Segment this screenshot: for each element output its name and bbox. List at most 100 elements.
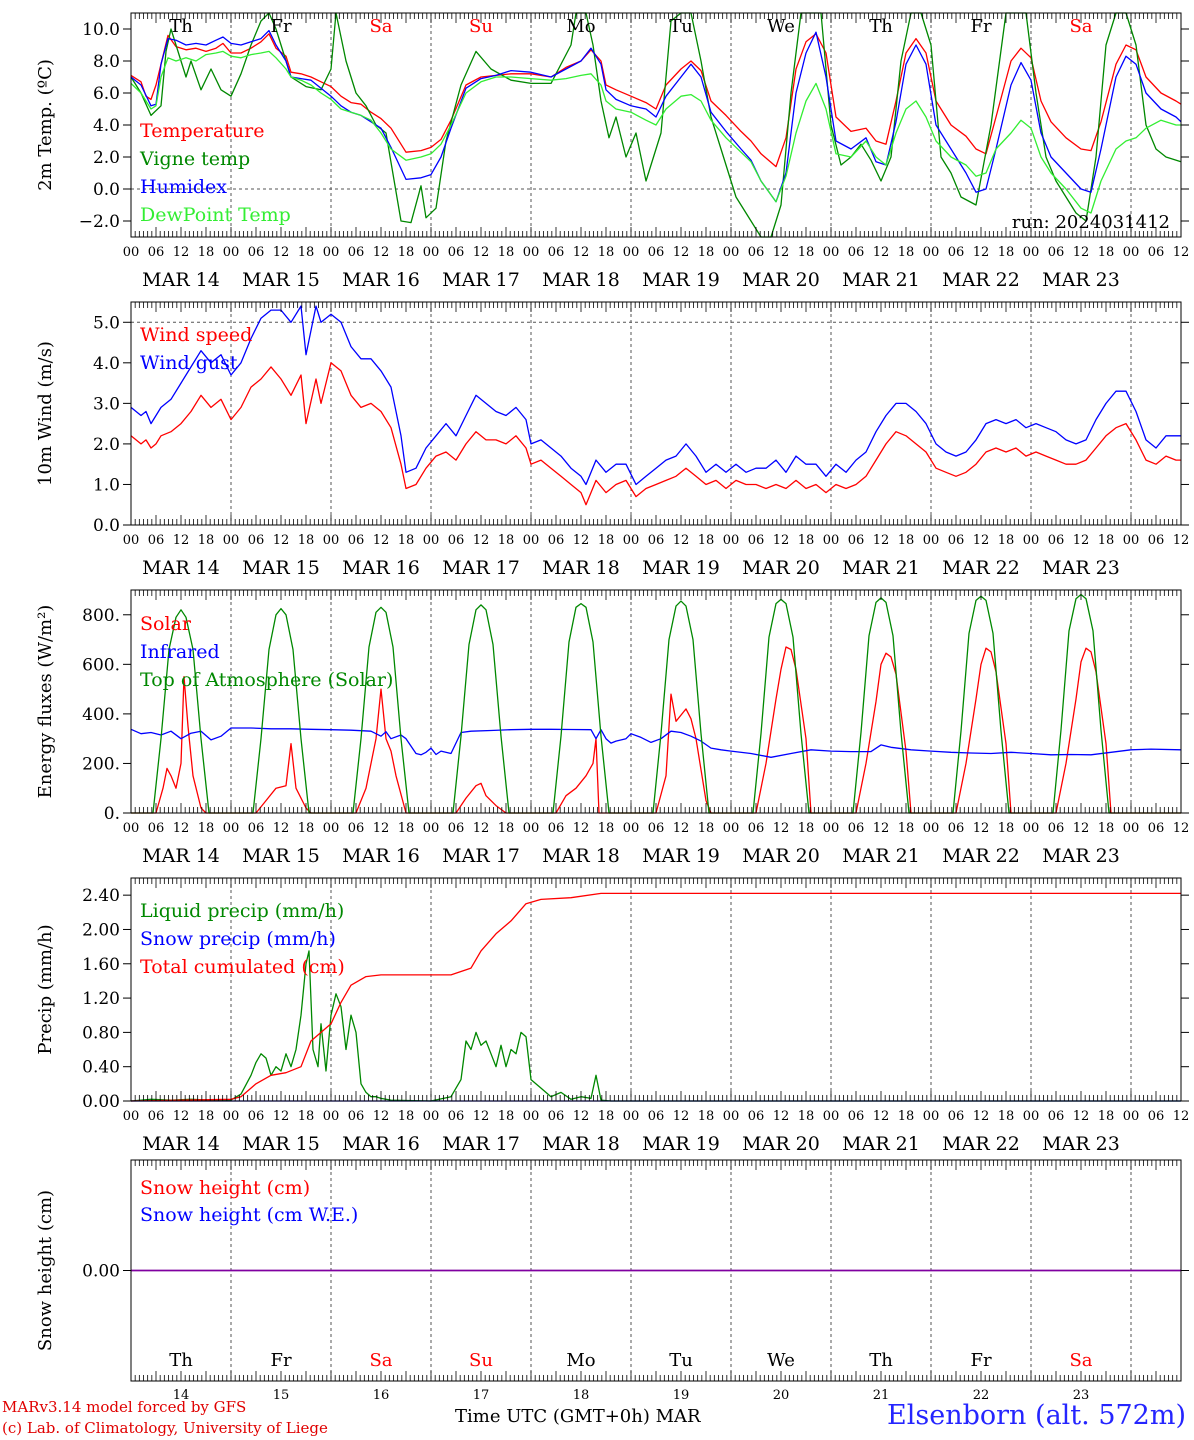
day-number-label: 15	[273, 1388, 290, 1403]
x-hour-label: 18	[698, 533, 715, 548]
x-hour-label: 18	[498, 1109, 515, 1124]
x-day-label: MAR 22	[942, 1133, 1020, 1155]
y-axis-label: Precip (mm/h)	[35, 924, 56, 1054]
x-hour-label: 12	[773, 821, 790, 836]
x-hour-label: 12	[873, 245, 890, 260]
x-hour-label: 00	[223, 245, 240, 260]
x-hour-label: 12	[173, 1109, 190, 1124]
weekday-label: Th	[169, 16, 193, 37]
x-hour-label: 12	[373, 1109, 390, 1124]
x-hour-label: 06	[1048, 821, 1065, 836]
x-hour-label: 06	[948, 821, 965, 836]
x-hour-label: 12	[773, 533, 790, 548]
x-hour-label: 18	[198, 245, 215, 260]
weekday-label: We	[767, 1350, 795, 1371]
y-tick-label: 200.	[82, 754, 120, 774]
x-hour-label: 06	[748, 1109, 765, 1124]
x-hour-label: 12	[973, 533, 990, 548]
x-hour-label: 06	[848, 245, 865, 260]
x-hour-label: 00	[523, 1109, 540, 1124]
x-hour-label: 12	[1073, 245, 1090, 260]
x-hour-label: 00	[223, 533, 240, 548]
x-day-label: MAR 23	[1042, 269, 1120, 291]
series-line	[131, 593, 1181, 814]
weekday-label: We	[767, 16, 795, 37]
x-hour-label: 12	[973, 821, 990, 836]
x-hour-label: 00	[223, 821, 240, 836]
x-hour-label: 12	[1173, 245, 1190, 260]
x-hour-label: 18	[298, 1109, 315, 1124]
y-tick-label: 400.	[82, 705, 120, 725]
x-hour-label: 06	[948, 533, 965, 548]
x-hour-label: 12	[173, 245, 190, 260]
x-day-label: MAR 14	[142, 1133, 220, 1155]
y-tick-label: 3.0	[93, 394, 120, 414]
weekday-label: Sa	[369, 16, 392, 37]
y-axis-label: Energy fluxes (W/m²)	[35, 605, 56, 799]
y-axis-label: 2m Temp. (ºC)	[35, 59, 56, 191]
x-day-label: MAR 14	[142, 845, 220, 867]
x-hour-label: 18	[698, 821, 715, 836]
x-hour-label: 00	[723, 533, 740, 548]
series-line	[130, 29, 1182, 203]
x-hour-label: 00	[623, 821, 640, 836]
x-hour-label: 00	[1123, 1109, 1140, 1124]
x-hour-label: 00	[723, 1109, 740, 1124]
x-day-label: MAR 17	[442, 269, 520, 291]
x-hour-label: 06	[448, 245, 465, 260]
x-hour-label: 00	[123, 821, 140, 836]
x-hour-label: 18	[498, 245, 515, 260]
x-hour-label: 06	[648, 821, 665, 836]
x-hour-label: 18	[1098, 821, 1115, 836]
x-day-label: MAR 15	[242, 557, 320, 579]
x-hour-label: 18	[298, 533, 315, 548]
x-hour-label: 18	[198, 1109, 215, 1124]
x-hour-label: 00	[1123, 533, 1140, 548]
legend-label: Liquid precip (mm/h)	[140, 900, 344, 922]
x-hour-label: 18	[998, 821, 1015, 836]
x-hour-label: 06	[648, 245, 665, 260]
weekday-label: Tu	[669, 1350, 693, 1371]
x-hour-label: 18	[198, 533, 215, 548]
x-hour-label: 06	[648, 533, 665, 548]
x-hour-label: 00	[523, 533, 540, 548]
x-hour-label: 00	[623, 245, 640, 260]
weekday-label: Fr	[270, 1350, 291, 1371]
day-number-label: 14	[173, 1388, 190, 1403]
legend-label: Snow height (cm)	[140, 1177, 310, 1199]
x-hour-label: 18	[398, 1109, 415, 1124]
x-hour-label: 06	[848, 1109, 865, 1124]
y-tick-label: 1.0	[93, 475, 120, 495]
x-day-label: MAR 19	[642, 1133, 720, 1155]
weekday-label: Fr	[270, 16, 291, 37]
y-tick-label: 0.40	[82, 1058, 120, 1078]
x-hour-label: 00	[323, 1109, 340, 1124]
x-hour-label: 12	[373, 533, 390, 548]
x-hour-label: 06	[848, 533, 865, 548]
x-hour-label: 12	[673, 245, 690, 260]
series-line	[130, 727, 1182, 758]
x-hour-label: 00	[1023, 533, 1040, 548]
x-hour-label: 00	[123, 1109, 140, 1124]
x-day-label: MAR 23	[1042, 845, 1120, 867]
x-hour-label: 00	[923, 245, 940, 260]
x-hour-label: 12	[673, 1109, 690, 1124]
x-hour-label: 00	[723, 821, 740, 836]
y-tick-label: 0.	[104, 804, 120, 824]
x-day-label: MAR 17	[442, 557, 520, 579]
lab-credit: (c) Lab. of Climatology, University of L…	[2, 1419, 328, 1437]
x-hour-label: 00	[423, 821, 440, 836]
x-hour-label: 12	[1073, 533, 1090, 548]
x-hour-label: 00	[423, 1109, 440, 1124]
day-number-label: 20	[773, 1388, 790, 1403]
x-hour-label: 00	[1023, 821, 1040, 836]
x-hour-label: 12	[573, 245, 590, 260]
x-hour-label: 06	[348, 533, 365, 548]
panel-precip: 2.40 2.00 1.60 1.20 0.80 0.40 0.00 Precip (mm/h…	[35, 877, 1189, 1155]
x-hour-label: 12	[873, 1109, 890, 1124]
weekday-label: Su	[469, 16, 493, 37]
x-hour-label: 06	[948, 245, 965, 260]
x-day-label: MAR 18	[542, 1133, 620, 1155]
y-tick-label: 0.80	[82, 1023, 120, 1043]
